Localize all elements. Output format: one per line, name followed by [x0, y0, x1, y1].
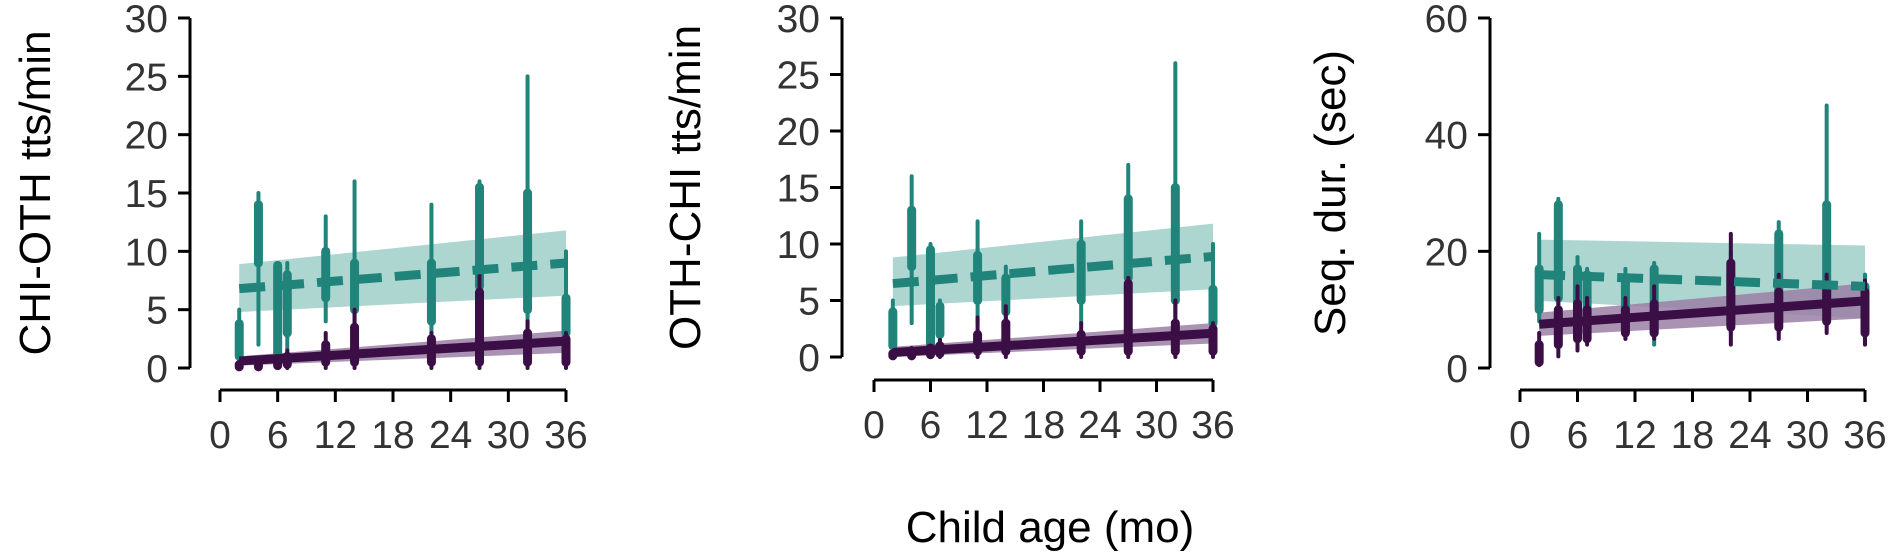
x-tick-label: 24	[1728, 414, 1771, 457]
confidence-band-teal	[892, 223, 1213, 307]
x-tick-label: 24	[429, 414, 472, 457]
y-tick-label: 40	[1425, 115, 1468, 158]
x-tick-label: 18	[1671, 414, 1714, 457]
x-tick-label: 18	[1022, 404, 1065, 447]
y-tick-label: 0	[1446, 348, 1468, 391]
fit-line-teal	[892, 251, 1214, 289]
x-tick-label: 36	[1843, 414, 1886, 457]
x-tick-label: 0	[863, 404, 885, 447]
y-tick-label: 10	[777, 224, 820, 267]
y-tick-label: 15	[777, 168, 820, 211]
y-axis-title: CHI-OTH tts/min	[11, 30, 60, 355]
x-tick-label: 18	[371, 414, 414, 457]
x-tick-label: 36	[1191, 404, 1234, 447]
x-tick-label: 36	[544, 414, 587, 457]
y-tick-label: 30	[125, 0, 168, 41]
y-tick-label: 30	[777, 0, 820, 41]
fit-line-teal	[238, 258, 567, 294]
y-tick-label: 25	[125, 56, 168, 99]
fit-line-teal	[1539, 270, 1866, 291]
y-tick-label: 15	[125, 173, 168, 216]
y-tick-label: 5	[146, 290, 168, 333]
fit-line-purple	[1538, 296, 1866, 329]
x-tick-label: 12	[1613, 414, 1656, 457]
x-tick-label: 0	[209, 414, 231, 457]
y-axis-title: OTH-CHI tts/min	[661, 25, 710, 350]
fit-line-purple	[892, 328, 1214, 357]
shared-x-axis-label: Child age (mo)	[906, 503, 1195, 552]
y-tick-label: 5	[798, 281, 820, 324]
fit-line-purple	[238, 336, 567, 366]
x-tick-label: 6	[267, 414, 289, 457]
y-tick-label: 25	[777, 55, 820, 98]
y-tick-label: 0	[146, 348, 168, 391]
confidence-band-teal	[239, 230, 566, 312]
y-tick-label: 60	[1425, 0, 1468, 41]
x-tick-label: 6	[1567, 414, 1589, 457]
x-tick-label: 24	[1078, 404, 1121, 447]
x-tick-label: 30	[1786, 414, 1829, 457]
x-tick-label: 12	[965, 404, 1008, 447]
y-tick-label: 10	[125, 231, 168, 274]
x-tick-label: 0	[1509, 414, 1531, 457]
y-tick-label: 0	[798, 337, 820, 380]
x-tick-label: 30	[1135, 404, 1178, 447]
y-tick-label: 20	[777, 111, 820, 154]
x-tick-label: 6	[920, 404, 942, 447]
x-tick-label: 12	[314, 414, 357, 457]
y-axis-title: Seq. dur. (sec)	[1306, 50, 1355, 336]
y-tick-label: 20	[125, 115, 168, 158]
x-tick-label: 30	[487, 414, 530, 457]
y-tick-label: 20	[1425, 231, 1468, 274]
